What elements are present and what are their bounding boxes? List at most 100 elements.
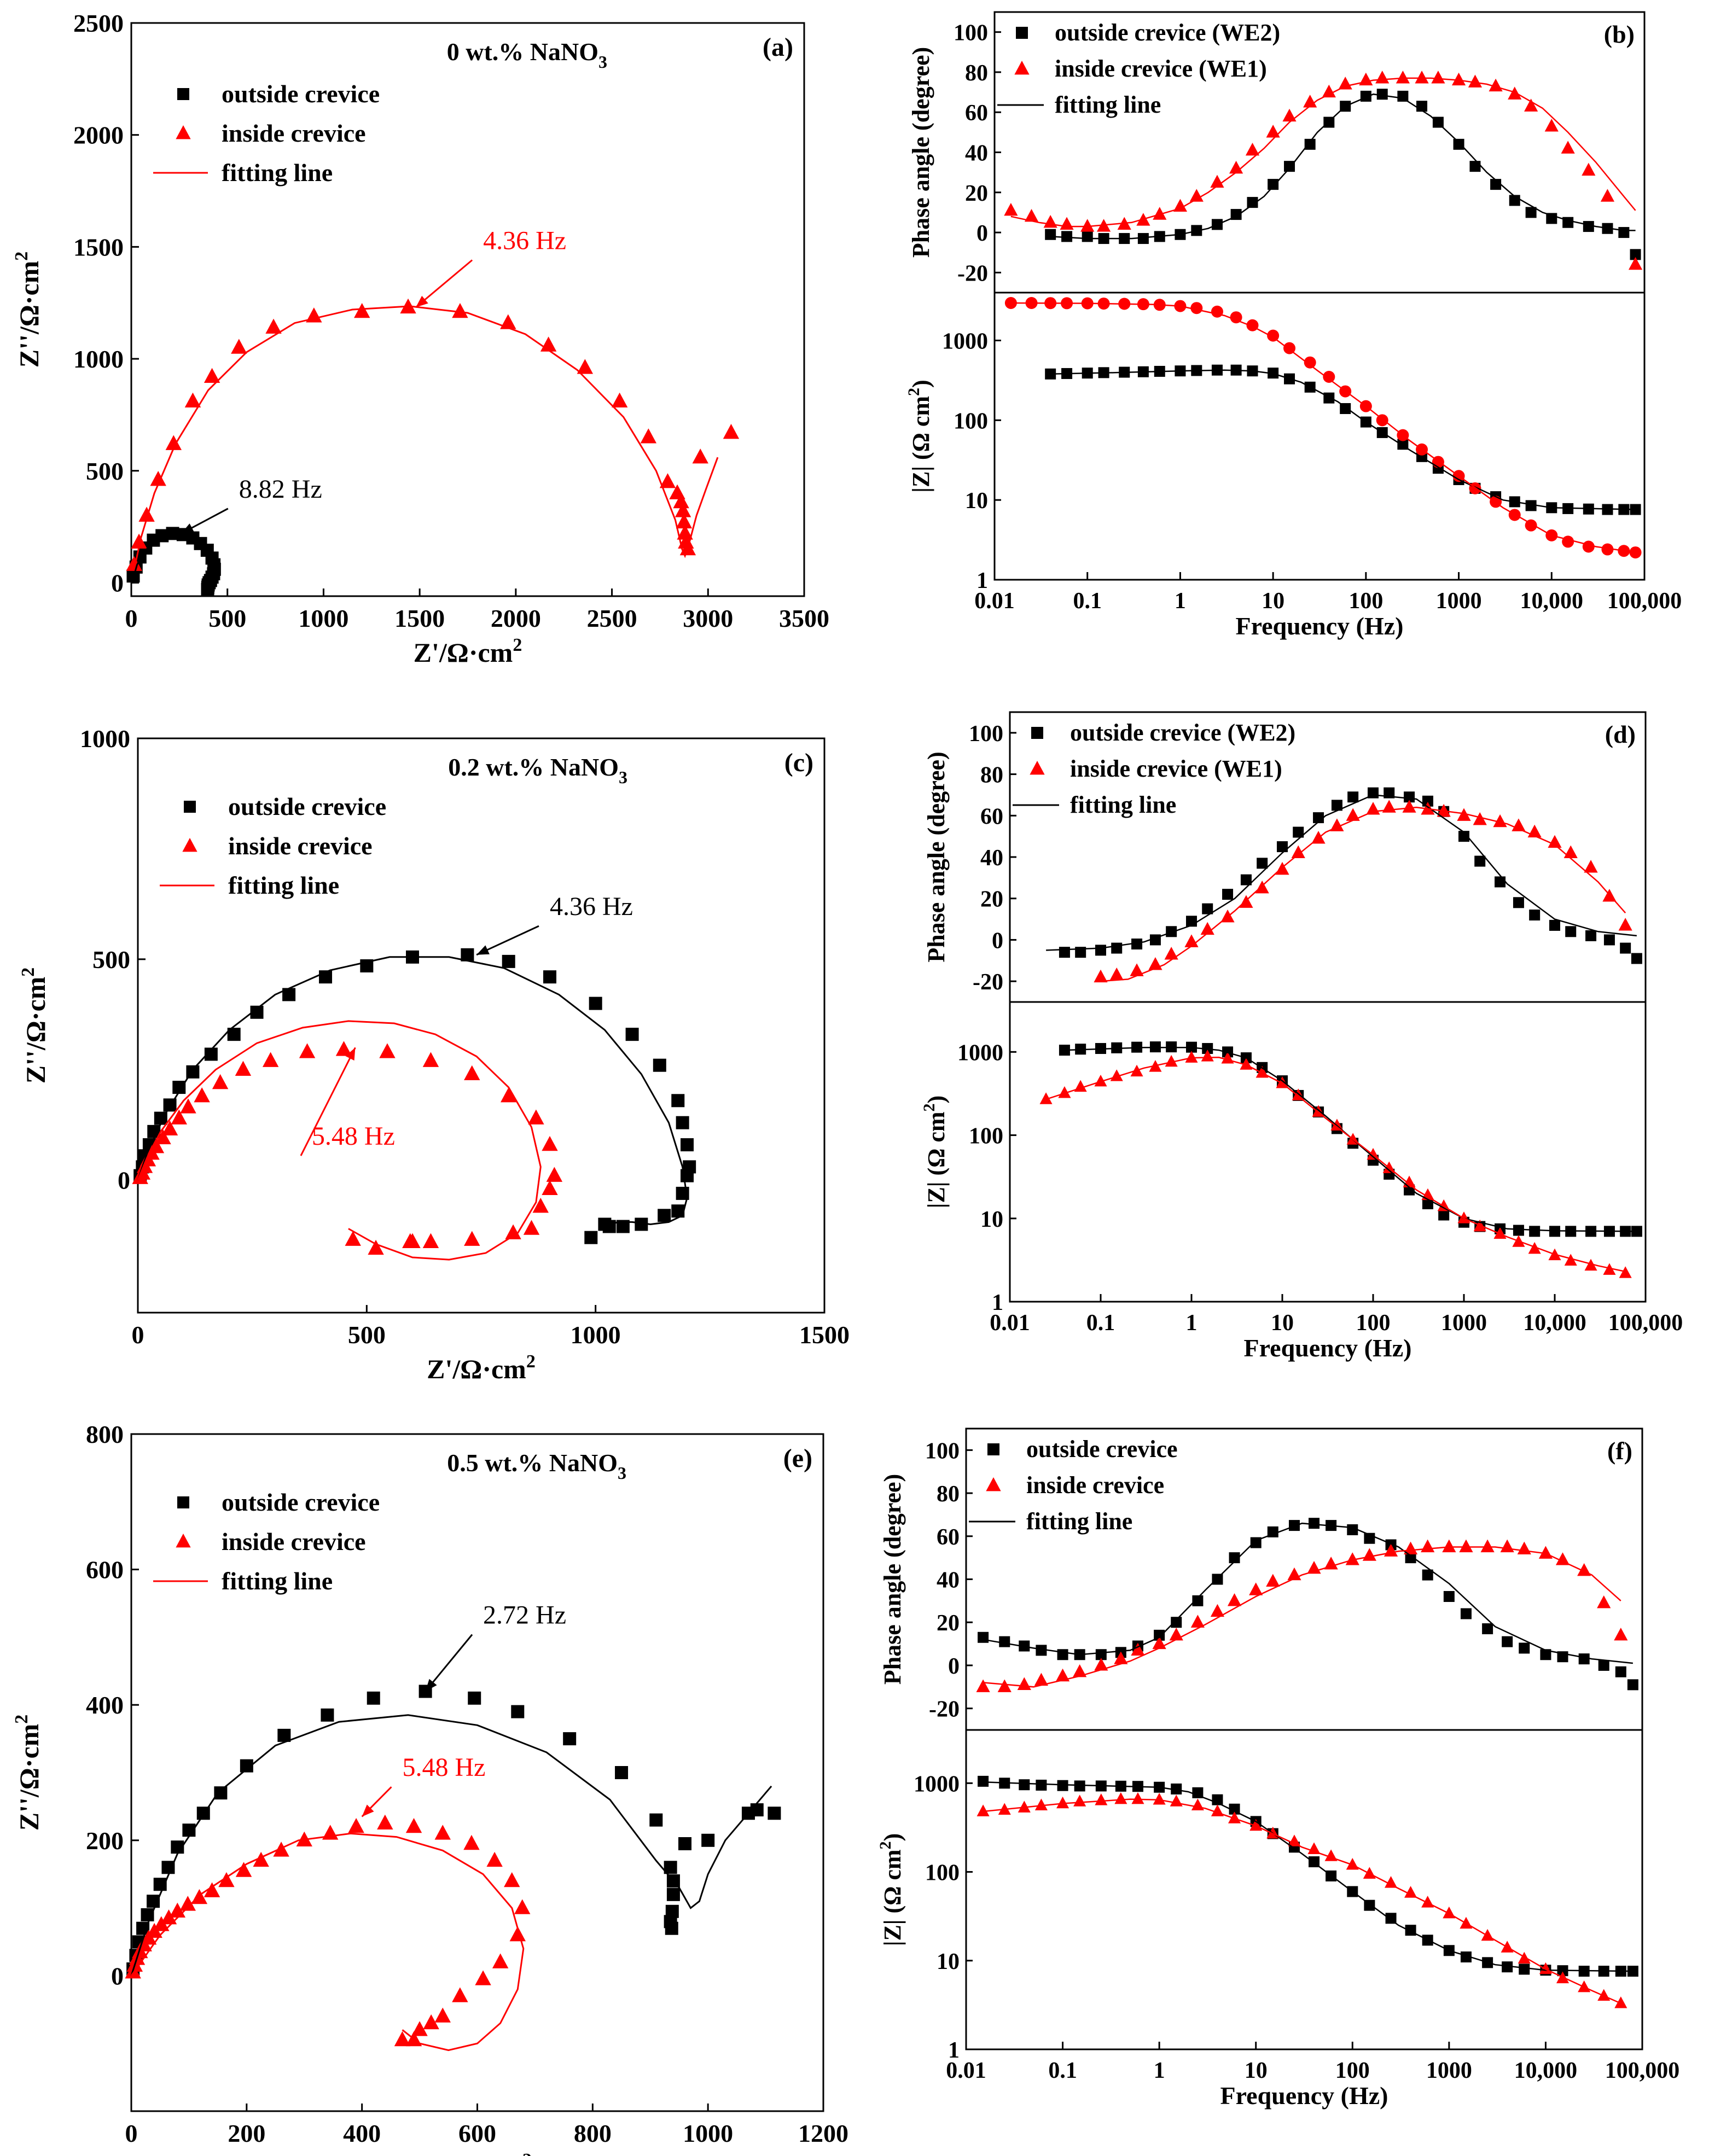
- x-tick-label: 100: [1348, 588, 1383, 614]
- phase-point-square: [1540, 1649, 1551, 1660]
- data-point-triangle: [434, 1825, 451, 1840]
- data-point-triangle: [218, 1872, 235, 1887]
- y-tick-label: 500: [86, 457, 124, 485]
- data-point-triangle: [299, 1043, 316, 1058]
- phase-point-square: [1627, 1679, 1638, 1691]
- data-point-triangle: [368, 1239, 384, 1255]
- phase-point-square: [1482, 1623, 1493, 1635]
- annotation-label: 4.36 Hz: [550, 892, 633, 921]
- x-tick-label: 10: [1245, 2058, 1268, 2083]
- phase-tick-label: 0: [992, 928, 1003, 953]
- phase-point-triangle: [1043, 214, 1057, 228]
- x-tick-label: 0.1: [1086, 1310, 1115, 1336]
- phase-point-square: [1529, 910, 1541, 920]
- phase-point-square: [1309, 1518, 1320, 1529]
- phase-point-triangle: [1094, 1658, 1108, 1671]
- data-point-square: [671, 1094, 685, 1108]
- phase-point-triangle: [1548, 835, 1562, 848]
- data-point-square: [367, 1691, 380, 1705]
- x-tick-label: 10,000: [1523, 1310, 1586, 1336]
- data-point-triangle: [492, 1953, 509, 1968]
- legend: outside crevice inside crevice fitting lin…: [153, 1488, 380, 1595]
- phase-point-triangle: [1375, 71, 1390, 84]
- legend-label-outside: outside crevice: [1026, 1436, 1178, 1462]
- data-point-triangle: [500, 314, 516, 329]
- phase-point-square: [1095, 1649, 1107, 1660]
- phase-point-triangle: [1130, 963, 1144, 976]
- phase-point-square: [1405, 1552, 1416, 1564]
- phase-point-square: [1331, 800, 1342, 811]
- modulus-point-triangle: [1403, 1175, 1416, 1187]
- legend-marker-inside: [176, 1534, 191, 1548]
- legend-label-outside: outside crevice: [228, 793, 386, 820]
- data-point-square: [701, 1833, 715, 1847]
- modulus-point-triangle: [1039, 1092, 1053, 1104]
- data-point-triangle: [463, 1834, 480, 1850]
- modulus-tick-label: 100: [925, 1861, 960, 1886]
- phase-point-square: [1376, 89, 1388, 100]
- data-point-triangle: [235, 1060, 252, 1076]
- legend-label-inside: inside crevice: [1026, 1472, 1164, 1499]
- phase-point-square: [1525, 207, 1537, 218]
- x-axis-label: Z'/Ω·cm2: [427, 1351, 536, 1384]
- phase-point-square: [1585, 930, 1597, 941]
- x-axis-label: Frequency (Hz): [1243, 1334, 1411, 1362]
- modulus-point-triangle: [1528, 1242, 1541, 1254]
- plot-frame: [965, 1427, 1643, 2050]
- phase-tick-label: 40: [980, 846, 1003, 871]
- data-point-square: [615, 1766, 629, 1779]
- phase-point-triangle: [1544, 119, 1559, 132]
- phase-point-square: [1565, 926, 1577, 937]
- data-point-triangle: [394, 2031, 411, 2047]
- x-tick-label: 1: [1186, 1310, 1198, 1336]
- plot-frame: [130, 22, 805, 597]
- modulus-point-triangle: [1603, 1263, 1616, 1275]
- legend: outside crevice (WE2) inside crevice (WE1…: [997, 19, 1280, 118]
- fit-line-black: [137, 956, 688, 1226]
- modulus-point-triangle: [1094, 1074, 1107, 1087]
- legend-label-outside: outside crevice (WE2): [1070, 719, 1295, 746]
- modulus-tick-label: 10: [980, 1207, 1003, 1232]
- phase-fit-line-red: [1100, 806, 1626, 982]
- legend-marker-inside: [1030, 761, 1045, 775]
- phase-tick-label: 40: [965, 141, 988, 166]
- legend-label-outside: outside crevice: [222, 80, 380, 108]
- x-tick-label: 100,000: [1608, 1310, 1683, 1336]
- x-tick-label: 1500: [799, 1321, 850, 1349]
- phase-tick-label: 0: [976, 221, 988, 246]
- data-point-triangle: [509, 1926, 526, 1942]
- phase-point-triangle: [1431, 71, 1445, 84]
- annotation-arrow: [425, 1634, 473, 1692]
- data-point-triangle: [126, 556, 142, 571]
- y-tick-label: 1000: [80, 725, 130, 753]
- x-axis-label: Frequency (Hz): [1220, 2082, 1388, 2110]
- panel-d: 0.01 0.1 1 10 100 1000 10,000 100,000Frequency …: [920, 711, 1683, 1362]
- phase-point-square: [1474, 855, 1486, 867]
- annotation-label: 5.48 Hz: [312, 1122, 395, 1151]
- phase-point-square: [1304, 138, 1316, 150]
- x-tick-label: 1: [1154, 2058, 1165, 2083]
- phase-point-square: [1519, 1642, 1530, 1654]
- x-tick-label: 2000: [491, 604, 541, 632]
- data-point-triangle: [180, 1098, 196, 1114]
- data-point-square: [584, 1231, 598, 1244]
- y-tick-label: 1000: [73, 345, 124, 373]
- x-tick-label: 2500: [587, 604, 637, 632]
- annotation-label: 4.36 Hz: [483, 226, 566, 255]
- modulus-point-square: [1045, 368, 1056, 380]
- data-point-triangle: [354, 302, 370, 318]
- data-point-triangle: [673, 493, 689, 509]
- phase-axis-label: Phase angle (degree): [879, 1474, 906, 1685]
- phase-point-triangle: [1345, 1552, 1359, 1565]
- phase-point-triangle: [1600, 189, 1615, 202]
- phase-point-triangle: [976, 1679, 990, 1692]
- modulus-point-square: [1529, 1226, 1541, 1237]
- phase-point-triangle: [1366, 802, 1380, 815]
- data-point-square: [161, 1861, 175, 1874]
- modulus-point-square: [1519, 1963, 1530, 1975]
- modulus-point-triangle: [1584, 1258, 1597, 1271]
- modulus-point-square: [1057, 1780, 1068, 1791]
- phase-point-triangle: [1169, 1628, 1183, 1641]
- x-tick-label: 1000: [298, 604, 348, 632]
- modulus-point-square: [1405, 1925, 1416, 1936]
